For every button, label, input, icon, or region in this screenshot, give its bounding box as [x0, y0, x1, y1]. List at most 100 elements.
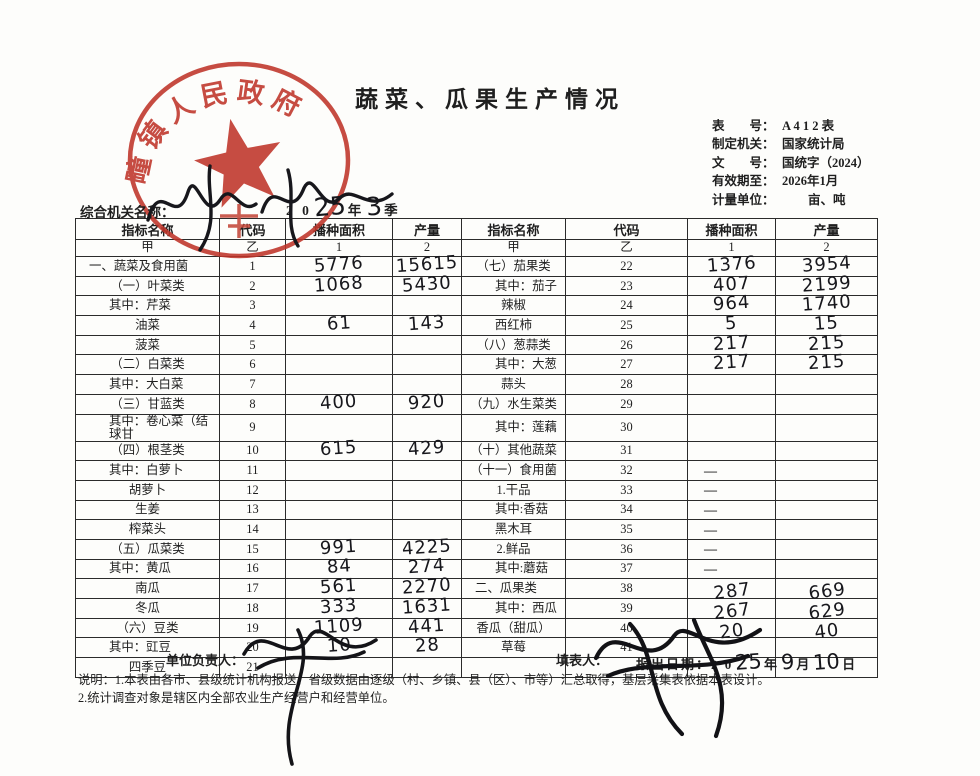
code-cell: 30 — [565, 413, 688, 442]
handwritten-value: 629 — [807, 598, 847, 625]
production-cell — [775, 558, 878, 580]
code-cell: 15 — [219, 538, 286, 560]
indicator-name-cell: 其中：西瓜 — [461, 598, 566, 619]
footer-line: 单位负责人： 填表人： 报出日期： 2 0 25 年 9 月 10 日 — [0, 649, 980, 675]
production-cell — [392, 479, 462, 501]
code-cell: 7 — [219, 374, 286, 395]
handwritten-value: 274 — [407, 555, 447, 579]
indicator-name-cell: （二）白菜类 — [75, 354, 220, 376]
code-cell: 12 — [219, 479, 286, 501]
code-cell: 13 — [219, 499, 286, 521]
handwritten-value: 15 — [813, 312, 840, 335]
handwritten-value: 333 — [319, 594, 359, 619]
indicator-name-cell: 香瓜（甜瓜） — [461, 617, 566, 639]
code-cell: 37 — [565, 558, 688, 580]
production-cell: 629 — [775, 598, 878, 625]
sown-area-cell: 61 — [285, 312, 393, 336]
red-star-icon — [194, 118, 281, 208]
info-block: 表 号： A 4 1 2 表制定机关： 国家统计局文 号： 国统字（2024） 有效期至… — [712, 117, 870, 209]
printed-dash: — — [704, 541, 717, 557]
column-header: 播种面积 — [285, 218, 393, 240]
subheader-cell: 甲 — [461, 239, 566, 257]
info-label: 计量单位： — [712, 192, 775, 207]
code-cell: 32 — [565, 460, 688, 481]
info-line: 有效期至： 2026年1月 — [712, 172, 870, 190]
responsible-person-label: 单位负责人： — [166, 653, 245, 668]
table-row: 菠菜 5 （八）葱蒜类 26 217 215 — [75, 331, 878, 356]
code-cell: 29 — [565, 393, 688, 415]
indicator-name-cell: 胡萝卜 — [75, 479, 220, 501]
date-month-handwritten: 9 — [780, 649, 796, 675]
indicator-name-cell: 南瓜 — [75, 578, 220, 600]
code-cell: 27 — [565, 354, 688, 376]
handwritten-value: 61 — [325, 312, 353, 335]
table-row: （三）甘蓝类 8 400 920 （九）水生菜类 29 — [75, 390, 878, 415]
table-row: 胡萝卜 12 1.干品 33 — — [75, 479, 878, 501]
sown-area-cell — [285, 413, 393, 442]
code-cell: 33 — [565, 479, 688, 501]
indicator-name-cell: （七）茄果类 — [461, 256, 566, 277]
date-year-unit: 年 — [764, 657, 780, 672]
table-row: （一）叶菜类 2 1068 5430 其中：茄子 23 407 2199 — [75, 271, 878, 297]
sown-area-cell: — — [687, 558, 776, 580]
production-cell — [392, 354, 462, 376]
indicator-name-cell: 其中:香菇 — [461, 499, 566, 521]
production-cell — [775, 413, 878, 442]
code-cell: 25 — [565, 315, 688, 336]
subheader-cell: 乙 — [565, 239, 688, 257]
info-label: 文 号： — [712, 155, 775, 170]
info-label: 制定机关： — [712, 137, 775, 152]
indicator-name-cell: 辣椒 — [461, 295, 566, 317]
sown-area-cell — [285, 334, 393, 356]
production-cell — [775, 657, 878, 678]
code-cell: 26 — [565, 334, 688, 356]
production-cell: 143 — [392, 311, 462, 336]
indicator-name-cell: （九）水生菜类 — [461, 393, 566, 415]
code-cell: 4 — [219, 315, 286, 336]
indicator-name-cell: 生姜 — [75, 499, 220, 521]
handwritten-value: 1068 — [313, 271, 365, 297]
sown-area-cell: 287 — [687, 578, 776, 605]
sown-area-cell: — — [687, 460, 776, 481]
code-cell: 2 — [219, 275, 286, 297]
table-body: 指标名称 代码 播种面积 产量 指标名称 代码 播种面积 产量甲乙 1 2 甲乙 1 2 一、蔬菜及食用菌… — [75, 218, 878, 678]
sown-area-cell: 1068 — [285, 271, 393, 297]
production-cell: 669 — [775, 578, 878, 604]
code-cell: 16 — [219, 558, 286, 580]
sown-area-cell — [285, 499, 393, 521]
indicator-name-cell: 二、瓜果类 — [461, 578, 566, 600]
table-row: （四）根茎类 10 615 429 （十）其他蔬菜 31 — [75, 437, 878, 462]
indicator-name-cell: （十一）食用菌 — [461, 460, 566, 481]
date-day-unit: 日 — [842, 657, 858, 672]
date-day-handwritten: 10 — [812, 649, 841, 675]
table-row: 南瓜 17 561 2270 二、瓜果类 38 287 669 — [75, 574, 878, 605]
handwritten-value: 3954 — [800, 252, 853, 277]
column-header: 播种面积 — [687, 218, 776, 240]
column-header: 产量 — [775, 218, 878, 240]
sown-area-cell: — — [687, 479, 776, 501]
printed-dash: — — [704, 521, 717, 537]
indicator-name-cell: （六）豆类 — [75, 617, 220, 639]
info-value: 国家统计局 — [782, 137, 845, 152]
production-cell — [775, 374, 878, 395]
code-cell: 23 — [565, 275, 688, 297]
indicator-name-cell: 四季豆 — [75, 657, 220, 678]
sown-area-cell: 217 — [687, 351, 776, 376]
handwritten-value: 5430 — [401, 271, 453, 297]
indicator-name-cell: （五）瓜菜类 — [75, 538, 220, 560]
handwritten-value: 441 — [407, 614, 447, 638]
indicator-name-cell: 其中：大白菜 — [75, 374, 220, 395]
indicator-name-cell: 其中:蘑菇 — [461, 558, 566, 580]
table-row: 其中：卷心菜（结球甘 9 其中：莲藕 30 — [75, 413, 878, 442]
handwritten-value: 964 — [712, 291, 751, 316]
period-year-unit: 年 — [347, 203, 365, 218]
table-row: （二）白菜类 6 其中：大葱 27 217 215 — [75, 351, 878, 376]
period-quarter-unit: 季 — [384, 203, 401, 218]
handwritten-value: 287 — [712, 578, 752, 605]
sown-area-cell: — — [687, 519, 776, 540]
table-row: （五）瓜菜类 15 991 4225 2.鲜品 36 — — [75, 535, 878, 560]
handwritten-value: 143 — [407, 311, 447, 336]
sown-area-cell: 400 — [285, 390, 393, 415]
